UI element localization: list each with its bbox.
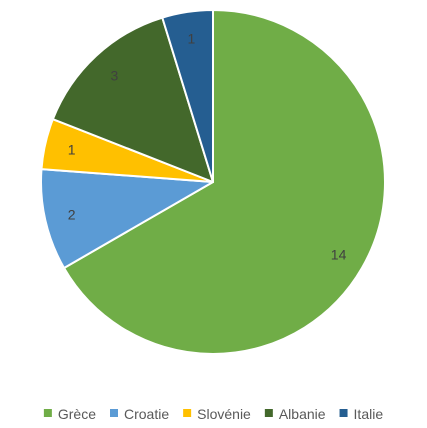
legend-label-italie: Italie (354, 406, 384, 422)
legend-label-croatie: Croatie (124, 406, 169, 422)
legend-swatch-grece (43, 409, 52, 417)
legend-label-albanie: Albanie (279, 406, 326, 422)
legend-swatch-italie (339, 409, 348, 417)
data-label-italie: 1 (187, 31, 195, 47)
pie-slice-grece (63, 9, 386, 355)
data-labels: 14 2 1 3 1 (68, 31, 347, 263)
data-label-slovenie: 1 (68, 142, 76, 158)
legend-item-croatie: Croatie (110, 406, 169, 422)
data-label-albanie: 3 (110, 68, 118, 84)
data-label-croatie: 2 (68, 206, 76, 222)
pie-slice-croatie (40, 168, 214, 269)
legend-swatch-croatie (110, 409, 118, 417)
legend: Grèce Croatie Slovénie Albanie Italie (43, 406, 384, 422)
legend-swatch-slovenie (183, 409, 192, 417)
data-label-grece: 14 (331, 247, 347, 263)
legend-label-grece: Grèce (58, 406, 96, 422)
pie-slices (40, 9, 386, 355)
legend-label-slovenie: Slovénie (197, 406, 251, 422)
pie-slice-italie (161, 9, 214, 183)
legend-item-grece: Grèce (43, 406, 96, 422)
legend-item-albanie: Albanie (264, 406, 326, 422)
legend-item-italie: Italie (339, 406, 384, 422)
legend-swatch-albanie (264, 409, 273, 417)
legend-item-slovenie: Slovénie (183, 406, 251, 422)
pie-slice-albanie (51, 16, 214, 183)
